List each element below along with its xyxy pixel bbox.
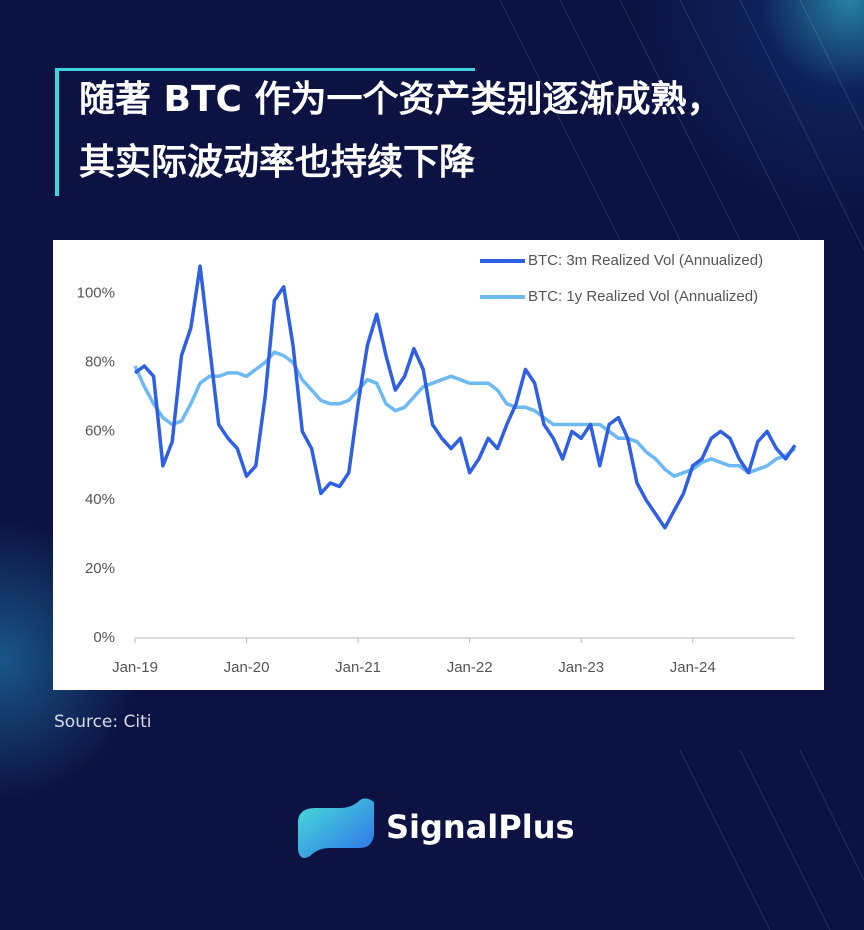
chart-background	[53, 240, 824, 690]
series-line	[133, 350, 797, 478]
y-tick-label: 40%	[85, 491, 115, 508]
headline: 随著 BTC 作为一个资产类别逐渐成熟，其实际波动率也持续下降	[55, 68, 755, 196]
y-tick-label: 0%	[93, 629, 115, 646]
brand-name: SignalPlus	[386, 808, 575, 846]
y-tick-label: 60%	[85, 422, 115, 439]
x-tick-label: Jan-20	[224, 659, 270, 676]
series-line	[133, 264, 797, 530]
y-tick-label: 20%	[85, 560, 115, 577]
y-tick-label: 100%	[77, 285, 115, 302]
y-tick-label: 80%	[85, 353, 115, 370]
x-tick-label: Jan-24	[670, 659, 716, 676]
legend-label: BTC: 3m Realized Vol (Annualized)	[528, 252, 763, 269]
x-tick-label: Jan-22	[447, 659, 493, 676]
x-tick-label: Jan-19	[112, 659, 158, 676]
legend-label: BTC: 1y Realized Vol (Annualized)	[528, 288, 758, 305]
x-tick-label: Jan-21	[335, 659, 381, 676]
logo	[298, 798, 374, 858]
source: Source: Citi	[54, 712, 152, 732]
x-tick-label: Jan-23	[558, 659, 604, 676]
